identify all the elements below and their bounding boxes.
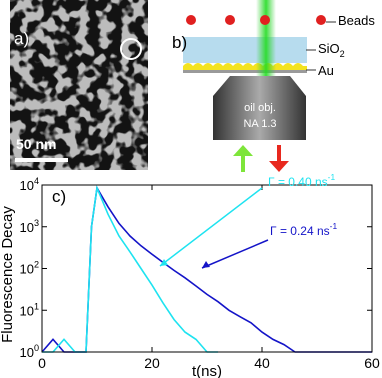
plot-frame xyxy=(41,184,373,353)
panel-label: c) xyxy=(52,187,66,206)
emission-arrow xyxy=(269,145,289,172)
panel-label: b) xyxy=(172,33,187,52)
y-tick-label: 104 xyxy=(19,176,39,193)
y-axis-label: Fluorescence Decay xyxy=(0,206,16,343)
excitation-arrow xyxy=(233,145,253,172)
objective-text: oil obj. xyxy=(244,102,276,114)
decay-curve xyxy=(41,185,372,353)
scale-label: 50 nm xyxy=(16,136,56,152)
sem-texture xyxy=(10,0,148,170)
annotation-arrowhead xyxy=(160,259,168,266)
y-tick-label: 102 xyxy=(19,260,39,277)
panel-label: a) xyxy=(14,29,29,48)
legend-entry: Γ = 0.40 ns-1 xyxy=(268,172,335,189)
sio2-layer xyxy=(183,37,307,63)
annotation-arrowhead xyxy=(202,261,210,268)
bead xyxy=(260,15,270,25)
legend-entry: Γ = 0.24 ns-1 xyxy=(270,221,337,238)
objective xyxy=(213,76,306,140)
substrate xyxy=(183,70,307,73)
x-tick-label: 40 xyxy=(254,355,270,371)
panel-c: 0 20 40 60 100 101 102 103 104 Γ = 0.24 ns-1 Γ = 0… xyxy=(0,172,380,378)
bead xyxy=(316,15,326,25)
x-axis-label: t(ns) xyxy=(192,363,222,378)
panel-a: 50 nm a) xyxy=(10,0,148,170)
x-tick-label: 60 xyxy=(364,355,380,371)
au-label: Au xyxy=(318,63,334,78)
panel-b: oil obj. NA 1.3 Beads SiO2 Au b) xyxy=(172,0,375,172)
bead xyxy=(186,15,196,25)
y-tick-label: 103 xyxy=(19,218,39,235)
beads-label: Beads xyxy=(338,13,375,28)
highlight-circle xyxy=(120,38,142,60)
y-tick-label: 100 xyxy=(19,343,39,360)
objective-text: NA 1.3 xyxy=(243,118,276,130)
x-tick-label: 0 xyxy=(38,355,46,371)
y-tick-label: 101 xyxy=(19,302,39,319)
au-layer xyxy=(183,63,307,70)
annotation-arrow xyxy=(201,239,269,269)
x-tick-label: 20 xyxy=(144,355,160,371)
sio2-label: SiO2 xyxy=(318,41,345,59)
decay-curve xyxy=(42,184,218,353)
annotation-arrow xyxy=(159,187,263,267)
bead xyxy=(225,15,235,25)
